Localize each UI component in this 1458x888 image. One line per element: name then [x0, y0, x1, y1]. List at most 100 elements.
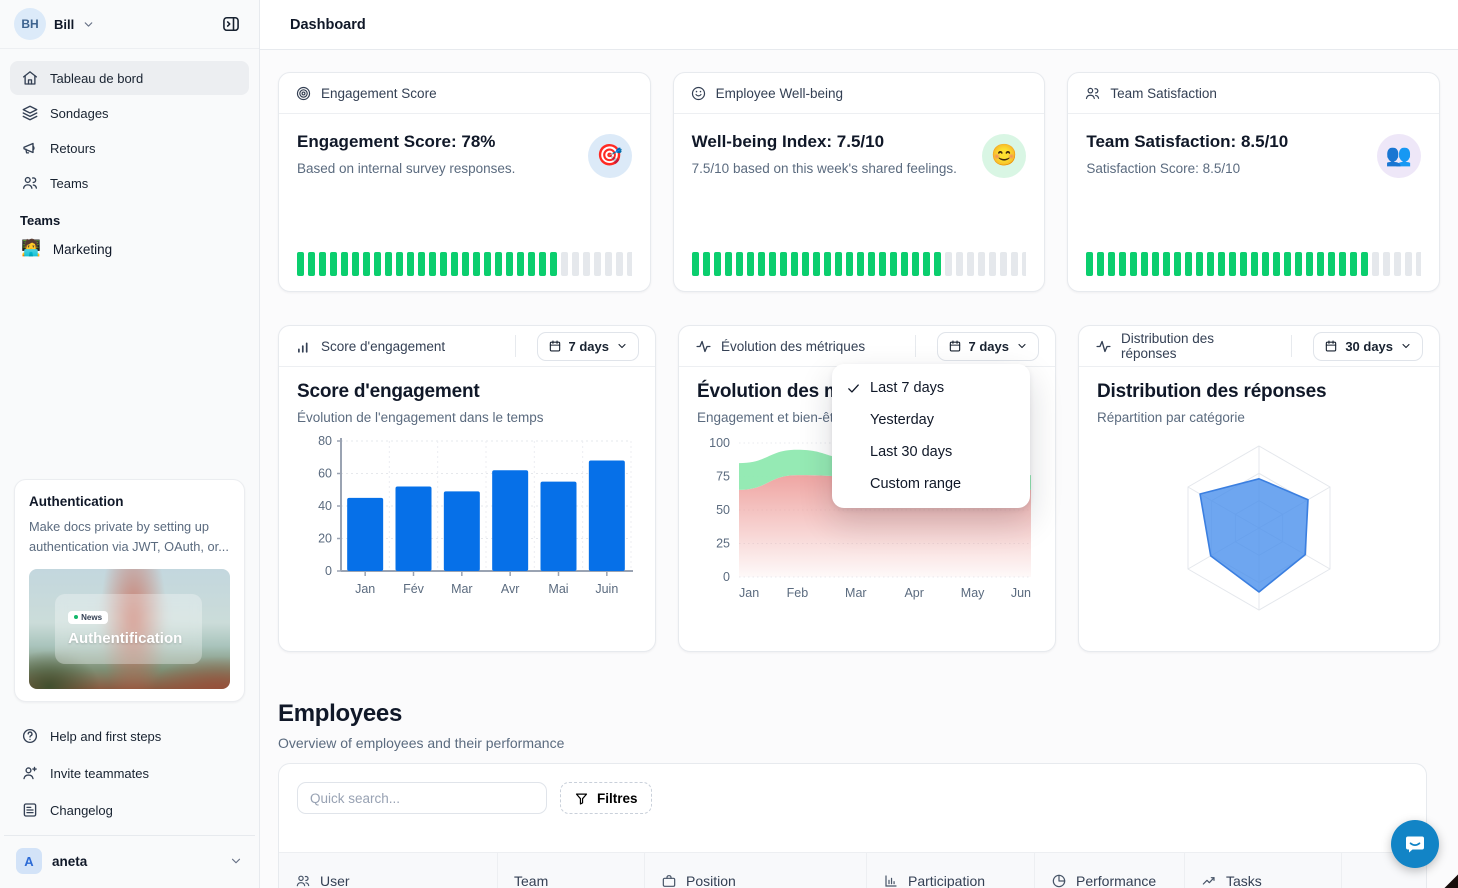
- filters-button[interactable]: Filtres: [560, 782, 652, 814]
- help-circle-icon: [22, 728, 38, 744]
- bar-chart-icon: [298, 341, 308, 353]
- workspace-name: aneta: [52, 853, 88, 869]
- date-range-button[interactable]: 7 days: [936, 331, 1039, 361]
- employees-title: Employees: [278, 700, 403, 727]
- sidebar-item-dashboard[interactable]: Tableau de bord: [10, 61, 249, 95]
- home-icon: [22, 71, 38, 85]
- bar-chart-icon: [885, 874, 897, 887]
- layers-icon: [22, 105, 38, 121]
- sidebar-item-teams[interactable]: Teams: [10, 166, 249, 200]
- chart-card-body: Distribution des réponses Répartition pa…: [1079, 367, 1439, 621]
- svg-text:80: 80: [318, 434, 332, 448]
- stat-subtitle: Based on internal survey responses.: [297, 161, 516, 176]
- employees-table-card: Filtres User Team Position: [278, 763, 1427, 888]
- menu-item-last-7-days[interactable]: Last 7 days: [832, 372, 1030, 404]
- menu-item-last-30-days[interactable]: Last 30 days: [870, 444, 953, 460]
- menu-item-custom-range[interactable]: Custom range: [870, 476, 962, 492]
- date-range-button[interactable]: 7 days: [536, 331, 639, 361]
- svg-text:Jan: Jan: [739, 586, 759, 600]
- stat-title: Team Satisfaction: 8.5/10: [1086, 132, 1289, 151]
- activity-icon: [696, 340, 711, 352]
- column-header-performance[interactable]: Performance: [1034, 853, 1184, 888]
- chevron-down-icon: [618, 343, 626, 349]
- stat-card-wellbeing: Employee Well-being Well-being Index: 7.…: [672, 72, 1046, 292]
- smile-icon: [691, 86, 705, 100]
- column-header-participation[interactable]: Participation: [866, 853, 1034, 888]
- svg-text:100: 100: [709, 436, 730, 450]
- table-toolbar: Filtres: [279, 764, 1426, 832]
- sidebar-team-marketing[interactable]: 🧑‍💻 Marketing: [0, 230, 259, 268]
- sidebar-item-feedback[interactable]: Retours: [10, 131, 249, 165]
- stat-card-satisfaction: Team Satisfaction Team Satisfaction: 8.5…: [1067, 72, 1440, 292]
- svg-text:Juin: Juin: [595, 582, 618, 596]
- progress-bar: [297, 252, 632, 276]
- stat-card-header: Employee Well-being: [673, 73, 1045, 114]
- sidebar-item-label: Help and first steps: [50, 728, 162, 744]
- chart-subtitle: Évolution de l'engagement dans le temps: [297, 410, 544, 425]
- promo-image: News Authentification: [29, 569, 230, 689]
- news-dot-icon: [74, 615, 79, 620]
- technologist-emoji: 🧑‍💻: [21, 240, 41, 257]
- calendar-icon: [1326, 340, 1337, 352]
- employees-subtitle: Overview of employees and their performa…: [278, 735, 565, 751]
- column-header-user[interactable]: User: [279, 853, 497, 888]
- progress-bar: [691, 252, 1027, 276]
- chevron-down-icon: [1018, 343, 1026, 349]
- target-icon: [296, 86, 311, 100]
- progress-bar: [1086, 252, 1421, 276]
- sidebar-item-invite[interactable]: Invite teammates: [10, 755, 249, 791]
- sidebar-item-help[interactable]: Help and first steps: [10, 718, 249, 754]
- avatar: BH: [14, 8, 46, 40]
- chevron-down-icon: [82, 18, 95, 31]
- column-header-team[interactable]: Team: [497, 853, 644, 888]
- chart-subtitle: Répartition par catégorie: [1097, 410, 1245, 425]
- busts-emoji: 👥: [1376, 134, 1421, 178]
- column-header-spacer: [1341, 853, 1426, 888]
- svg-text:Apr: Apr: [904, 586, 923, 600]
- stat-card-engagement: Engagement Score Engagement Score: 78% B…: [278, 72, 651, 292]
- distribution-radar-chart: [1187, 445, 1331, 611]
- svg-text:Feb: Feb: [787, 586, 809, 600]
- sidebar-item-surveys[interactable]: Sondages: [10, 96, 249, 130]
- date-range-button[interactable]: 30 days: [1313, 331, 1423, 361]
- svg-text:Mar: Mar: [451, 582, 473, 596]
- divider: [4, 835, 255, 836]
- search-input[interactable]: [297, 782, 547, 814]
- svg-text:50: 50: [716, 503, 730, 517]
- stat-subtitle: 7.5/10 based on this week's shared feeli…: [691, 161, 957, 176]
- promo-card-authentication[interactable]: Authentication Make docs private by sett…: [14, 479, 245, 702]
- column-header-position[interactable]: Position: [644, 853, 866, 888]
- users-icon: [296, 875, 310, 886]
- column-header-tasks[interactable]: Tasks: [1184, 853, 1341, 888]
- sidebar-footer-nav: Help and first steps Invite teammates Ch…: [0, 714, 259, 829]
- sidebar-item-label: Invite teammates: [50, 765, 149, 781]
- svg-text:Jun: Jun: [1011, 586, 1031, 600]
- sidebar-collapse-icon[interactable]: [217, 10, 245, 38]
- workspace-avatar: A: [16, 848, 42, 874]
- chart-card-header: Évolution des métriques 7 days: [679, 326, 1055, 367]
- chat-launcher-button[interactable]: [1391, 820, 1439, 868]
- workspace-switcher[interactable]: A aneta: [0, 836, 259, 888]
- table-header-row: User Team Position Participation: [279, 852, 1426, 888]
- sidebar-user-row[interactable]: BH Bill: [0, 0, 259, 49]
- changelog-icon: [23, 803, 37, 817]
- svg-text:May: May: [961, 586, 985, 600]
- svg-text:Jan: Jan: [355, 582, 375, 596]
- stat-title: Engagement Score: 78%: [297, 132, 496, 151]
- briefcase-icon: [662, 874, 676, 887]
- sidebar-section-teams: Teams: [20, 213, 61, 228]
- trend-up-icon: [1202, 876, 1215, 885]
- menu-item-yesterday[interactable]: Yesterday: [870, 412, 934, 428]
- svg-text:Avr: Avr: [501, 582, 520, 596]
- stat-card-body: Engagement Score: 78% Based on internal …: [279, 114, 650, 292]
- sidebar-item-label: Tableau de bord: [50, 70, 144, 86]
- chart-card-header: Distribution des réponses 30 days: [1079, 326, 1439, 367]
- sidebar-item-changelog[interactable]: Changelog: [10, 792, 249, 828]
- sidebar: BH Bill Tableau de bord Sondages Retours: [0, 0, 260, 888]
- calendar-icon: [549, 340, 560, 352]
- promo-image-overlay: News Authentification: [55, 594, 202, 664]
- calendar-icon: [949, 340, 960, 352]
- chevron-down-icon: [1402, 343, 1410, 349]
- svg-text:Mai: Mai: [548, 582, 568, 596]
